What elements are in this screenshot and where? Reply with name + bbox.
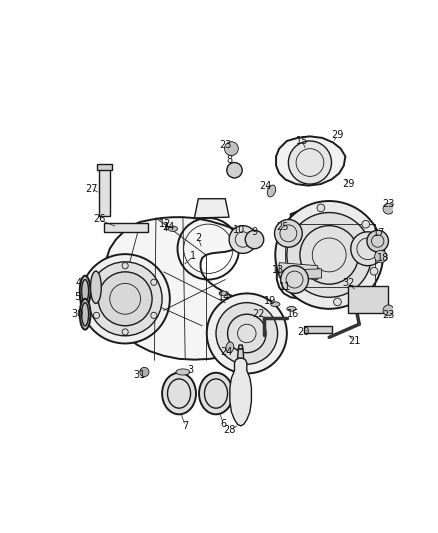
Polygon shape: [283, 269, 321, 280]
Text: 17: 17: [373, 228, 385, 238]
Ellipse shape: [168, 226, 177, 231]
Bar: [304, 326, 332, 334]
Text: 6: 6: [221, 419, 227, 429]
Polygon shape: [194, 199, 229, 218]
Text: 21: 21: [348, 336, 361, 346]
Text: 14: 14: [218, 292, 230, 302]
Circle shape: [140, 367, 149, 377]
Circle shape: [276, 201, 383, 309]
Text: 10: 10: [233, 224, 245, 235]
Text: 5: 5: [74, 292, 81, 302]
Text: 27: 27: [85, 184, 98, 193]
Text: 24: 24: [259, 181, 272, 191]
Polygon shape: [276, 136, 346, 185]
Ellipse shape: [80, 299, 91, 329]
Circle shape: [216, 303, 278, 364]
Ellipse shape: [176, 369, 190, 375]
Bar: [349, 286, 389, 313]
Text: 23: 23: [382, 310, 395, 320]
Circle shape: [362, 220, 370, 228]
Polygon shape: [237, 349, 244, 358]
Bar: [97, 164, 112, 170]
Circle shape: [88, 262, 162, 336]
Circle shape: [275, 220, 302, 247]
Circle shape: [288, 141, 332, 184]
Circle shape: [280, 235, 288, 243]
Circle shape: [227, 163, 242, 178]
Circle shape: [151, 279, 157, 285]
Ellipse shape: [80, 276, 91, 306]
Ellipse shape: [226, 342, 234, 353]
Text: 23: 23: [382, 199, 395, 209]
Circle shape: [287, 213, 371, 297]
Text: 15: 15: [296, 136, 308, 146]
Circle shape: [122, 263, 128, 269]
Ellipse shape: [199, 373, 233, 414]
Text: 8: 8: [226, 155, 232, 165]
Text: 2: 2: [195, 233, 201, 243]
Circle shape: [334, 298, 341, 306]
Text: 24: 24: [221, 347, 233, 357]
Circle shape: [289, 282, 297, 289]
Text: 23: 23: [219, 140, 231, 150]
Ellipse shape: [91, 271, 101, 303]
Circle shape: [122, 329, 128, 335]
Polygon shape: [238, 345, 243, 349]
Text: 1: 1: [190, 252, 196, 262]
Bar: [99, 166, 110, 216]
Text: 19: 19: [264, 296, 276, 306]
Circle shape: [207, 294, 287, 374]
Text: 16: 16: [287, 309, 299, 319]
Text: 29: 29: [342, 179, 355, 189]
Polygon shape: [277, 209, 371, 299]
Circle shape: [367, 230, 389, 252]
Polygon shape: [279, 263, 318, 280]
Circle shape: [229, 225, 257, 253]
Text: 13: 13: [272, 265, 284, 276]
Polygon shape: [103, 217, 268, 360]
Text: 12: 12: [159, 219, 171, 229]
Polygon shape: [230, 358, 251, 426]
Text: 9: 9: [251, 227, 258, 237]
Circle shape: [151, 312, 157, 318]
Text: 28: 28: [224, 425, 236, 435]
Text: 29: 29: [332, 130, 344, 140]
Ellipse shape: [162, 373, 196, 414]
Text: 22: 22: [252, 309, 265, 319]
Text: 3: 3: [187, 366, 194, 375]
Circle shape: [93, 279, 99, 285]
Text: 24: 24: [162, 222, 174, 232]
Ellipse shape: [267, 185, 276, 197]
Text: 25: 25: [277, 222, 289, 232]
Circle shape: [93, 312, 99, 318]
Circle shape: [224, 142, 238, 156]
Circle shape: [317, 204, 325, 212]
Circle shape: [98, 272, 152, 326]
Circle shape: [383, 305, 394, 316]
Bar: [103, 223, 148, 232]
Circle shape: [370, 268, 378, 275]
Text: 4: 4: [76, 278, 82, 288]
Text: 11: 11: [279, 282, 291, 292]
Circle shape: [281, 265, 308, 294]
Circle shape: [374, 251, 387, 263]
Ellipse shape: [271, 302, 280, 306]
Text: 26: 26: [93, 214, 105, 224]
Text: 7: 7: [182, 421, 188, 431]
Ellipse shape: [287, 306, 296, 311]
Circle shape: [383, 203, 394, 214]
Text: 31: 31: [133, 370, 145, 380]
Text: 32: 32: [342, 278, 355, 288]
Circle shape: [245, 230, 264, 249]
Text: 18: 18: [377, 253, 389, 263]
Ellipse shape: [219, 291, 228, 296]
Circle shape: [351, 232, 385, 265]
Text: 30: 30: [71, 309, 84, 319]
Text: 20: 20: [297, 327, 310, 337]
Circle shape: [81, 254, 170, 343]
